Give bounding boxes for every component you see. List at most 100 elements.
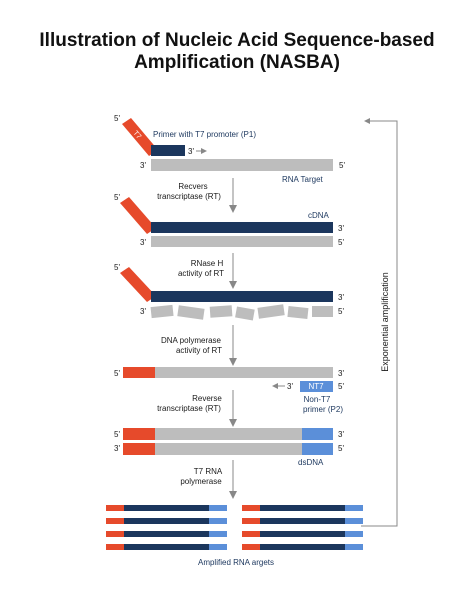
five-prime-label: 5' [114,430,120,439]
primer-p1-bar [151,145,185,156]
t7-segment [106,505,124,511]
nt7-segment [209,518,227,524]
three-prime-label: 3' [338,224,344,233]
t7-promoter-tail [122,118,158,156]
rna-fragment [312,306,333,317]
amplified-strand [242,518,363,524]
five-prime-label: 5' [338,382,344,391]
three-prime-label: 3' [140,307,146,316]
three-prime-label: 3' [338,369,344,378]
cdna-label: cDNA [308,211,330,220]
nt7-segment [345,505,363,511]
t7-segment [242,505,260,511]
t7-segment [123,443,155,455]
nt7-tag-label: NT7 [308,382,324,391]
stage-cdna-synthesis: 5' cDNA 3' 3' 5' [114,193,344,247]
t7-segment [106,531,124,537]
rna-fragment [177,305,205,320]
amplified-column-right [242,505,363,550]
step-t7rna-label-2: polymerase [180,477,222,486]
five-prime-label: 5' [114,114,120,123]
step-dnapol-label-1: DNA polymerase [161,336,222,345]
five-prime-label: 5' [114,193,120,202]
amplified-rna-targets: Amplified RNA argets [106,505,363,567]
nont7-label-2: primer (P2) [303,405,343,414]
five-prime-label: 5' [339,161,345,170]
five-prime-label: 5' [114,369,120,378]
three-prime-label: 3' [114,444,120,453]
rna-template-bar [151,236,333,247]
step-rt-label-1: Recvers [178,182,207,191]
three-prime-label: 3' [188,147,194,156]
three-prime-label: 3' [338,293,344,302]
five-prime-label: 5' [338,238,344,247]
t7-segment [106,518,124,524]
step-rnase-label-2: activity of RT [178,269,224,278]
amplified-strand [242,544,363,550]
step-dnapol-label-2: activity of RT [176,346,222,355]
rna-fragment [257,304,285,319]
stage-second-strand: 5' 3' 3' NT7 5' Non-T7 primer (P2) [114,367,344,414]
stage-primer-binding: 5' T7 Primer with T7 promoter (P1) 3' 3'… [114,114,345,184]
three-prime-label: 3' [338,430,344,439]
title-line-2: Amplification (NASBA) [134,52,340,73]
nt7-primer-bar [300,381,333,392]
nt7-segment [345,531,363,537]
step-rev-label-1: Reverse [192,394,222,403]
amplified-strand [242,531,363,537]
nt7-segment [209,531,227,537]
amplified-strand [106,518,227,524]
diagram-title: Illustration of Nucleic Acid Sequence-ba… [0,30,474,74]
amplified-strand [242,505,363,511]
nt7-segment [209,505,227,511]
rna-segment [124,505,209,511]
rna-fragment [150,304,174,319]
t7-segment [242,518,260,524]
amplified-label: Amplified RNA argets [198,558,274,567]
three-prime-label: 3' [140,238,146,247]
t7-segment [242,531,260,537]
rna-segment [124,518,209,524]
nt7-segment [345,544,363,550]
nt7-segment [302,428,333,440]
amplified-strand [106,505,227,511]
three-prime-label: 3' [140,161,146,170]
rna-segment [124,531,209,537]
step-rnase-label-1: RNase H [191,259,224,268]
exponential-label: Exponential amplification [380,272,390,372]
rna-segment [260,518,345,524]
exponential-amplification-loop: Exponential amplification [361,118,398,527]
nt7-segment [345,518,363,524]
t7-segment [106,544,124,550]
rna-fragment [287,305,309,320]
three-prime-label: 3' [287,382,293,391]
rna-segment [260,505,345,511]
step-rev-label-2: transcriptase (RT) [157,404,221,413]
title-line-1: Illustration of Nucleic Acid Sequence-ba… [39,30,435,51]
t7-segment [123,428,155,440]
cdna-bar [151,222,333,233]
primer-t7-label: Primer with T7 promoter (P1) [153,130,256,139]
rna-segment [124,544,209,550]
nt7-segment [302,443,333,455]
rna-segment [260,544,345,550]
nt7-segment [209,544,227,550]
nont7-label-1: Non-T7 [304,395,331,404]
stage-dsdna: 5' 3' 3' 5' dsDNA [114,428,344,467]
t7-promoter-tail [120,267,156,302]
stage-rnase-h: 5' 3' 3' 5' [114,263,344,321]
five-prime-label: 5' [114,263,120,272]
amplified-column-left [106,505,227,550]
rna-fragment [235,306,255,321]
amplified-strand [106,544,227,550]
dsdna-bottom-bar [155,443,302,455]
t7-tag-label: T7 [131,130,142,141]
amplified-strand [106,531,227,537]
t7-segment [242,544,260,550]
rna-fragments [150,304,333,321]
five-prime-label: 5' [338,307,344,316]
rna-segment [260,531,345,537]
dna-strand-bar [155,367,333,378]
step-rt-label-2: transcriptase (RT) [157,192,221,201]
